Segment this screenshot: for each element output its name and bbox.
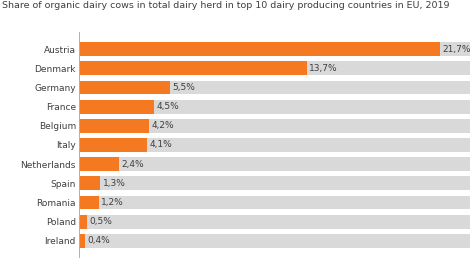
Text: 5,5%: 5,5% [172,83,195,92]
Bar [79,176,469,190]
Bar [79,61,306,75]
Bar [79,81,469,94]
Text: 0,4%: 0,4% [88,236,110,245]
Text: 13,7%: 13,7% [308,64,337,73]
Bar [79,234,469,248]
Bar [79,42,439,56]
Text: 0,5%: 0,5% [89,217,112,226]
Bar [79,81,170,94]
Text: 4,1%: 4,1% [149,140,172,149]
Bar [79,196,99,209]
Text: 1,2%: 1,2% [101,198,124,207]
Text: Share of organic dairy cows in total dairy herd in top 10 dairy producing countr: Share of organic dairy cows in total dai… [2,1,449,10]
Bar [79,215,87,228]
Bar [79,42,469,56]
Bar [79,100,153,114]
Bar [79,196,469,209]
Bar [79,215,469,228]
Bar [79,234,85,248]
Bar [79,176,100,190]
Text: 21,7%: 21,7% [441,45,470,54]
Bar [79,138,147,152]
Bar [79,138,469,152]
Text: 4,2%: 4,2% [151,121,173,130]
Bar [79,119,149,133]
Bar [79,100,469,114]
Text: 4,5%: 4,5% [156,102,178,111]
Bar [79,157,119,171]
Bar [79,61,469,75]
Bar [79,119,469,133]
Text: 1,3%: 1,3% [103,179,126,188]
Text: 2,4%: 2,4% [121,160,143,169]
Bar [79,157,469,171]
